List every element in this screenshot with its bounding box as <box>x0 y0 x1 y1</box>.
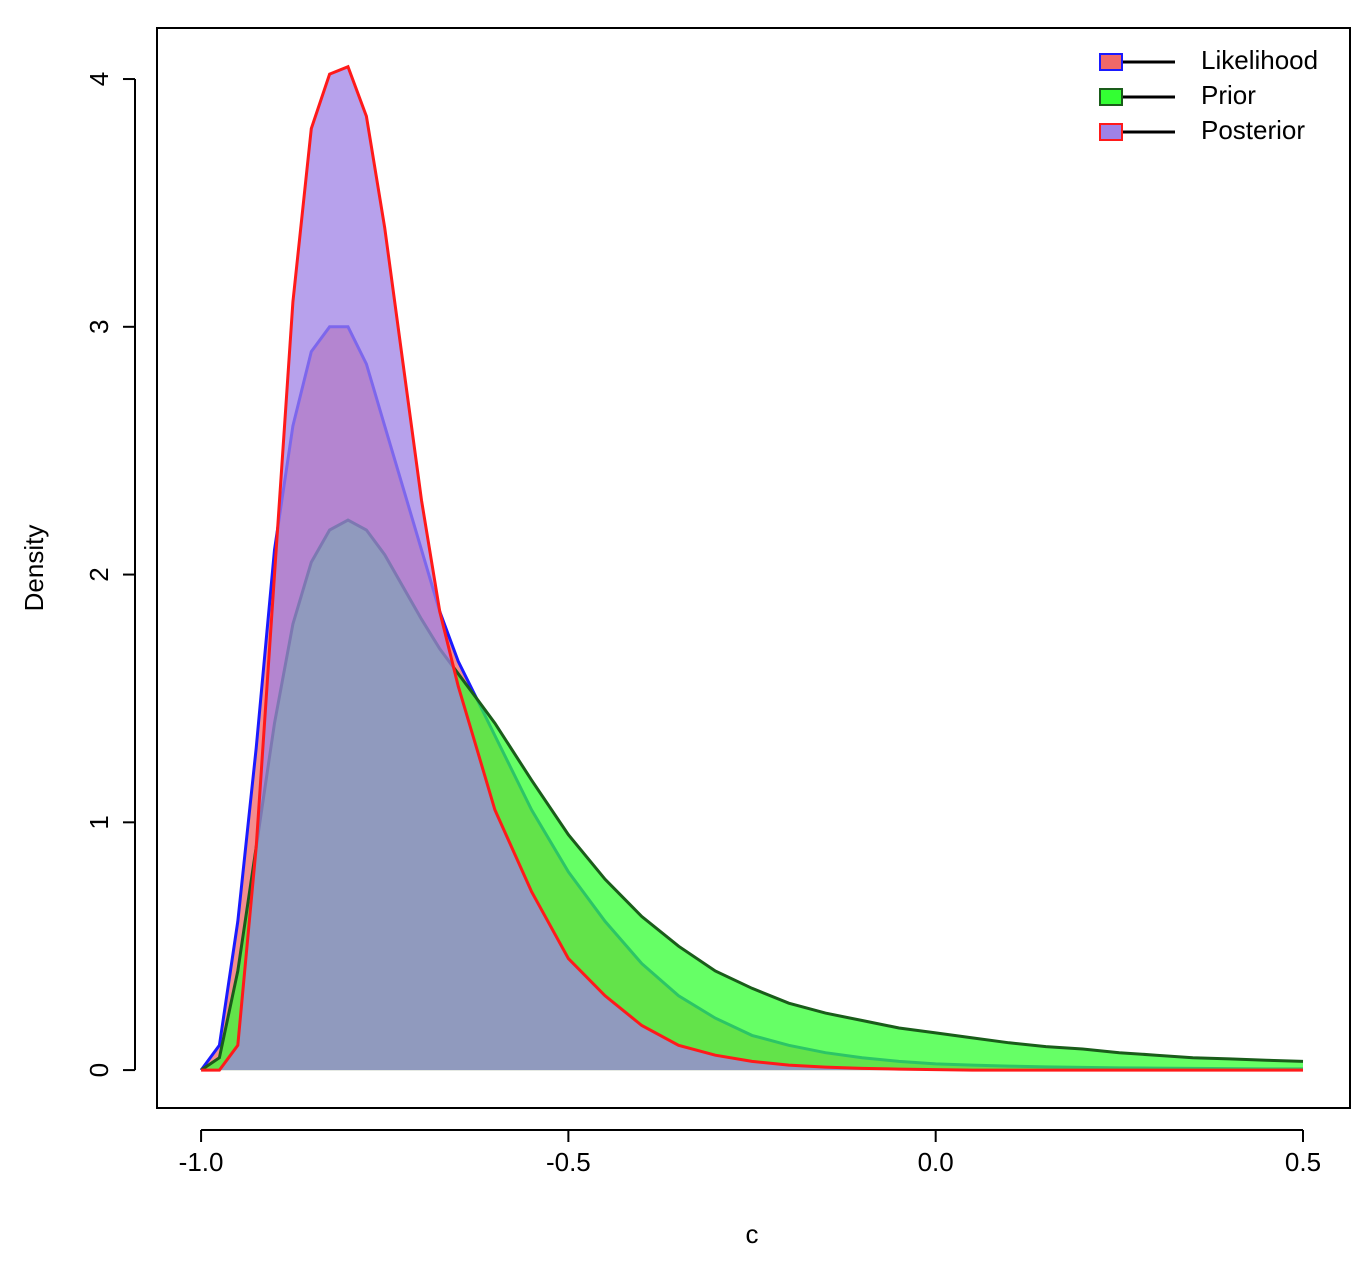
x-tick-label: -1.0 <box>179 1147 224 1177</box>
legend-label: Posterior <box>1201 115 1305 145</box>
y-axis-label: Density <box>19 525 49 612</box>
y-tick-label: 1 <box>84 815 114 829</box>
x-axis-label: c <box>746 1219 759 1249</box>
area <box>201 66 1304 1071</box>
x-tick-label: 0.5 <box>1285 1147 1321 1177</box>
y-tick-label: 0 <box>84 1063 114 1077</box>
plot-frame <box>156 27 1351 1109</box>
y-tick-label: 2 <box>84 567 114 581</box>
y-tick-label: 4 <box>84 72 114 86</box>
x-tick-label: -0.5 <box>546 1147 591 1177</box>
legend-swatch <box>1099 88 1123 106</box>
legend-label: Likelihood <box>1201 45 1318 75</box>
y-tick-label: 3 <box>84 320 114 334</box>
x-tick-label: 0.0 <box>918 1147 954 1177</box>
legend-label: Prior <box>1201 80 1256 110</box>
legend-swatch <box>1099 53 1123 71</box>
line <box>201 64 1303 1072</box>
legend-swatch <box>1099 123 1123 141</box>
